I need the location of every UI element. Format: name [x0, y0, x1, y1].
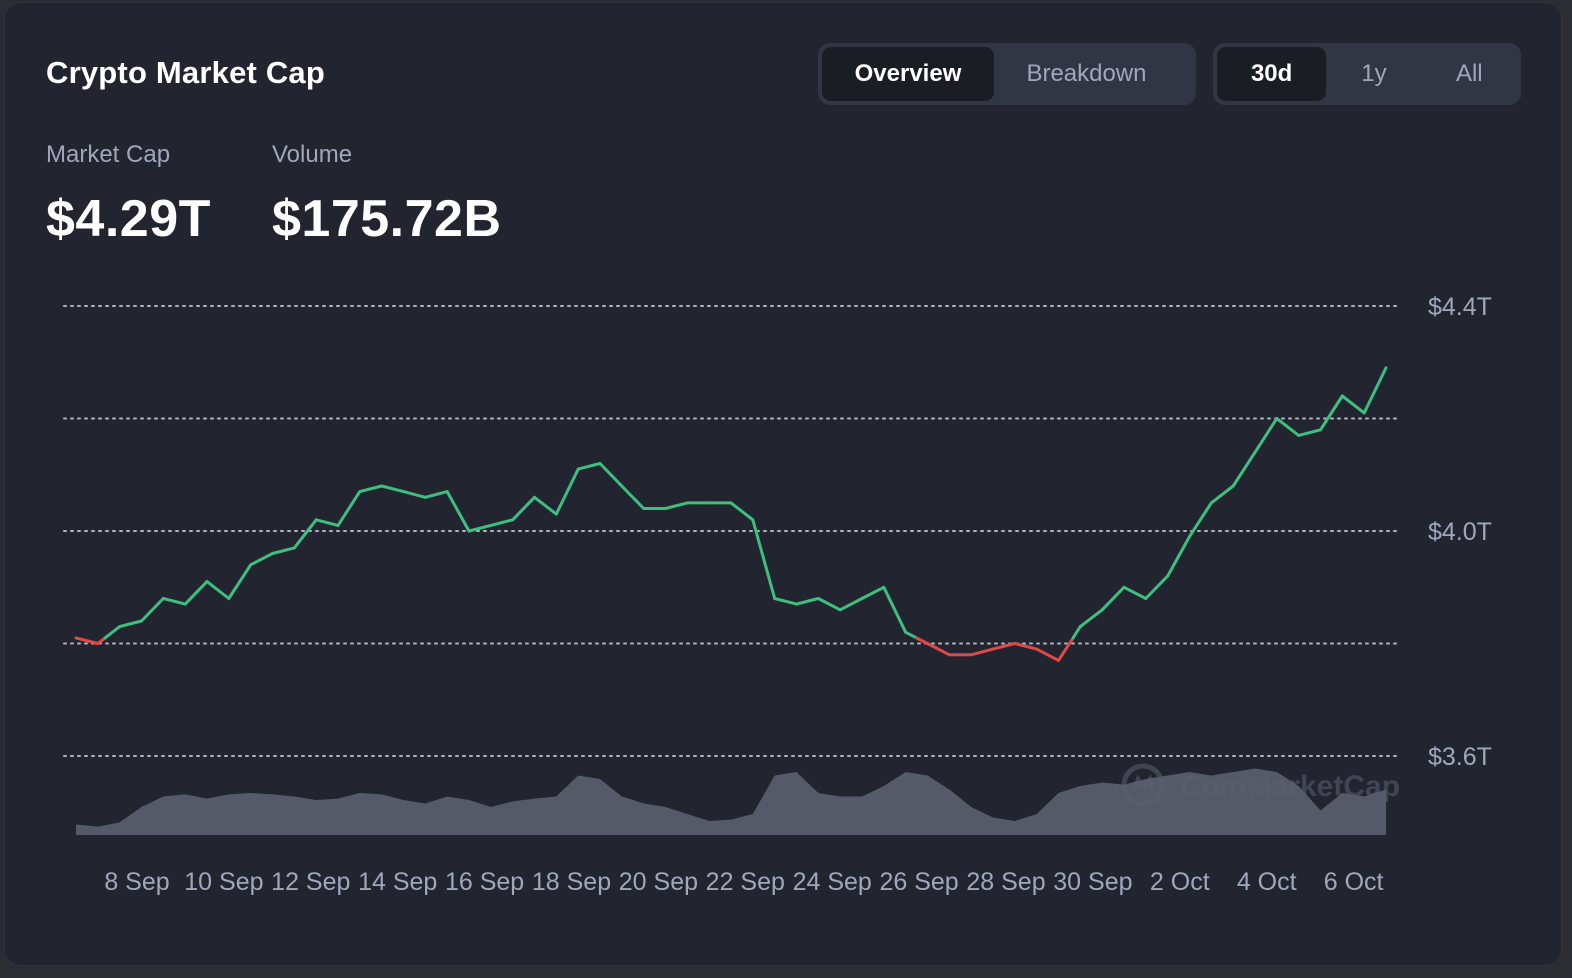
range-30d[interactable]: 30d: [1217, 47, 1327, 101]
price-line-segment: [249, 552, 274, 567]
x-axis-labels: 8 Sep 10 Sep 12 Sep 14 Sep 16 Sep 18 Sep 20 Se…: [104, 868, 1383, 896]
price-line-segment: [118, 619, 143, 629]
volume-area-path: [76, 768, 1386, 835]
price-line-segment: [489, 518, 515, 527]
range-1y[interactable]: 1y: [1361, 60, 1387, 87]
volume-area: [76, 768, 1386, 835]
price-line-segment: [445, 490, 471, 533]
grid-lines: [63, 305, 1399, 757]
view-toggle: Overview Breakdown: [818, 43, 1196, 105]
price-line-segment: [729, 501, 755, 522]
price-line-segment: [1297, 428, 1322, 437]
price-line-segment: [576, 462, 602, 471]
price-line-segment: [773, 597, 798, 606]
price-line-segment: [533, 495, 558, 516]
x-tick-label: 8 Sep: [104, 868, 169, 896]
coinmarketcap-logo-icon: [1121, 763, 1165, 807]
price-line-segment: [1319, 394, 1344, 432]
price-line-segment: [1209, 484, 1235, 505]
price-line-segment: [1166, 535, 1191, 578]
price-line-segment: [183, 580, 209, 606]
price-line-segment: [336, 490, 362, 527]
tab-overview[interactable]: Overview: [822, 47, 994, 101]
price-line-segment: [795, 597, 820, 606]
price-line-segment: [969, 647, 995, 657]
y-tick-label: $4.4T: [1428, 293, 1492, 321]
price-line-segment: [103, 625, 122, 640]
price-line-segment: [1231, 450, 1257, 488]
price-line-segment: [620, 484, 646, 510]
price-line-segment: [664, 501, 689, 510]
range-all[interactable]: All: [1455, 60, 1483, 87]
x-tick-label: 18 Sep: [532, 868, 611, 896]
price-line-segment: [1362, 366, 1388, 415]
price-line-segment: [860, 585, 886, 600]
price-line-segment: [74, 636, 100, 645]
y-tick-label: $4.0T: [1428, 518, 1492, 546]
price-line-segment: [271, 546, 296, 555]
x-tick-label: 26 Sep: [879, 868, 958, 896]
price-line-segment: [1188, 501, 1213, 539]
price-line-segment: [1078, 608, 1104, 629]
price-line-segment: [1071, 625, 1082, 640]
y-axis-labels: $4.4T $4.0T $3.6T: [1428, 293, 1492, 771]
price-line-segment: [402, 490, 427, 499]
x-tick-label: 22 Sep: [706, 868, 785, 896]
price-line-segment: [467, 523, 493, 533]
price-line-segment: [227, 563, 253, 600]
page-title: Crypto Market Cap: [46, 55, 326, 90]
price-line-segment: [96, 636, 107, 645]
price-line-segment: [1275, 417, 1301, 437]
x-tick-label: 12 Sep: [271, 868, 350, 896]
price-line-segment: [1013, 642, 1039, 651]
market-cap-value: $4.29T: [46, 190, 211, 248]
price-line-segment: [1057, 636, 1075, 662]
x-tick-label: 2 Oct: [1150, 868, 1210, 896]
price-line-segment: [991, 642, 1017, 651]
volume-value: $175.72B: [272, 190, 502, 248]
watermark-text: CoinMarketCap: [1180, 770, 1400, 803]
price-line-segment: [816, 597, 842, 612]
price-line-segment: [882, 585, 908, 634]
price-line-segment: [904, 630, 919, 640]
price-line-segment: [598, 462, 624, 488]
range-toggle: 30d 1y All: [1213, 43, 1521, 105]
price-line-segment: [140, 597, 165, 623]
x-tick-label: 4 Oct: [1237, 868, 1297, 896]
price-line-segment: [1122, 585, 1148, 600]
price-line-segment: [1340, 394, 1366, 415]
price-line-segment: [1035, 647, 1060, 662]
price-line-segment: [380, 484, 405, 494]
price-line-segment: [205, 580, 231, 600]
x-tick-label: 14 Sep: [358, 868, 437, 896]
volume-label: Volume: [272, 141, 353, 168]
x-tick-label: 16 Sep: [445, 868, 524, 896]
price-line-segment: [554, 467, 580, 516]
price-line-segment: [838, 597, 864, 612]
tab-breakdown[interactable]: Breakdown: [1026, 60, 1147, 87]
x-tick-label: 28 Sep: [966, 868, 1045, 896]
market-cap-label: Market Cap: [46, 141, 171, 168]
price-line-segment: [314, 518, 340, 527]
price-line-segment: [292, 518, 318, 550]
x-tick-label: 20 Sep: [619, 868, 698, 896]
price-line-segment: [161, 597, 187, 606]
price-line-segment: [1100, 585, 1126, 612]
watermark: CoinMarketCap: [1121, 763, 1400, 807]
price-line-segment: [751, 518, 777, 600]
price-line-segment: [915, 636, 929, 645]
price-line: [74, 366, 1388, 662]
x-tick-label: 6 Oct: [1324, 868, 1384, 896]
x-tick-label: 30 Sep: [1053, 868, 1132, 896]
price-line-segment: [358, 484, 384, 494]
x-tick-label: 24 Sep: [793, 868, 872, 896]
price-line-segment: [423, 490, 449, 499]
x-tick-label: 10 Sep: [184, 868, 263, 896]
price-line-segment: [926, 642, 951, 657]
y-tick-label: $3.6T: [1428, 743, 1492, 771]
price-line-segment: [1144, 574, 1170, 600]
price-line-segment: [1253, 417, 1279, 454]
price-line-segment: [511, 495, 536, 522]
